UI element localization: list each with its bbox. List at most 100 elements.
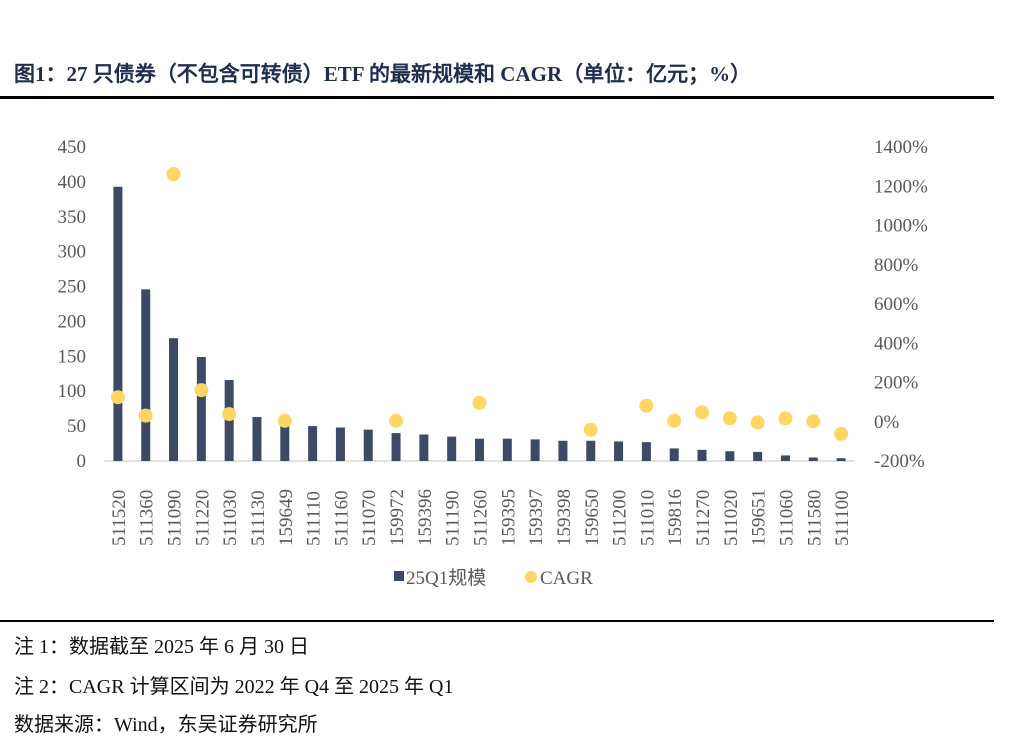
x-tick-label: 511030 [220,490,241,546]
title-rule [0,96,994,99]
source-note: 数据来源：Wind，东吴证券研究所 [14,714,318,736]
bar [280,425,290,461]
cagr-point [583,422,598,437]
bar [753,451,763,461]
x-tick-label: 511200 [610,490,631,546]
right-tick-label: 1200% [874,176,928,197]
cagr-point [667,413,682,428]
bar [335,427,345,461]
legend-bar-swatch [394,571,404,581]
bar [475,438,484,461]
x-tick-label: 511130 [248,490,269,546]
notes-rule [0,620,994,622]
left-tick-label: 150 [58,346,87,367]
cagr-point [166,167,181,182]
x-tick-label: 159397 [526,489,547,546]
left-tick-label: 0 [77,451,87,472]
bar [669,448,679,461]
left-tick-label: 50 [67,416,86,437]
x-tick-label: 511220 [192,490,213,546]
cagr-point [806,414,821,429]
bar [419,434,429,461]
bar [530,439,540,461]
bar [113,186,123,462]
x-tick-label: 511580 [804,490,825,546]
left-tick-label: 450 [58,137,87,158]
x-tick-label: 511010 [637,490,658,546]
left-tick-label: 350 [58,207,87,228]
x-tick-label: 511270 [693,490,714,546]
left-tick-label: 200 [58,311,87,332]
x-tick-label: 511360 [137,490,158,546]
left-tick-label: 300 [58,242,87,263]
bar [308,426,318,461]
bar [586,440,596,461]
x-tick-label: 159395 [498,489,519,546]
x-tick-label: 159650 [582,489,603,546]
cagr-point [778,411,793,426]
x-tick-label: 511520 [109,490,130,546]
cagr-point [639,398,654,413]
left-tick-label: 400 [58,172,87,193]
cagr-point [695,405,710,420]
bar [391,433,401,461]
bar [363,429,373,461]
x-tick-label: 511110 [304,491,325,546]
x-tick-label: 511160 [331,490,352,546]
left-tick-label: 100 [58,381,87,402]
x-tick-label: 511070 [359,490,380,546]
note-1: 注 1：数据截至 2025 年 6 月 30 日 [14,636,309,658]
bar [141,289,151,461]
left-tick-label: 250 [58,277,87,298]
x-tick-label: 511100 [832,490,853,546]
bar [725,451,735,461]
cagr-point [110,390,125,405]
cagr-point [194,383,209,398]
legend-dot-label: CAGR [540,568,593,589]
x-tick-label: 511020 [721,490,742,546]
x-tick-label: 159396 [415,489,436,546]
bar [614,441,624,461]
bar [641,442,651,461]
right-tick-label: 800% [874,255,919,276]
right-tick-label: 600% [874,294,919,315]
right-tick-label: 1000% [874,216,928,237]
bar [697,449,707,461]
cagr-point [222,407,237,422]
bar [836,458,846,461]
x-tick-label: 159972 [387,489,408,546]
right-tick-label: -200% [874,451,925,472]
legend-dot-swatch [525,571,537,583]
cagr-point [277,413,292,428]
x-tick-label: 159398 [554,489,575,546]
bar [447,436,457,461]
cagr-point [472,395,487,410]
cagr-point [834,426,849,441]
bar [196,357,206,461]
right-tick-label: 400% [874,333,919,354]
right-tick-label: 0% [874,412,900,433]
bar [169,338,179,461]
x-tick-label: 511090 [165,490,186,546]
cagr-point [722,411,737,426]
x-tick-label: 159649 [276,489,297,546]
legend-bar-label: 25Q1规模 [406,567,486,589]
x-tick-label: 511190 [443,490,464,546]
figure-title: 图1：27 只债券（不包含可转债）ETF 的最新规模和 CAGR（单位：亿元；%… [14,62,752,86]
right-tick-label: 1400% [874,137,928,158]
note-2: 注 2：CAGR 计算区间为 2022 年 Q4 至 2025 年 Q1 [14,676,454,698]
bar [502,438,512,461]
x-tick-label: 159816 [665,489,686,546]
cagr-point [138,408,153,423]
cagr-point [389,413,404,428]
bar [780,455,790,461]
bar [808,457,818,461]
bar [252,417,262,461]
right-tick-label: 200% [874,373,919,394]
x-tick-label: 159651 [749,489,770,546]
x-tick-label: 511260 [471,490,492,546]
bar [558,440,568,461]
chart: 0 50 100 150 200 250 300 350 400 450 -200% 0% 200% 40… [58,137,929,589]
x-tick-label: 511060 [776,490,797,546]
cagr-point [750,415,765,430]
